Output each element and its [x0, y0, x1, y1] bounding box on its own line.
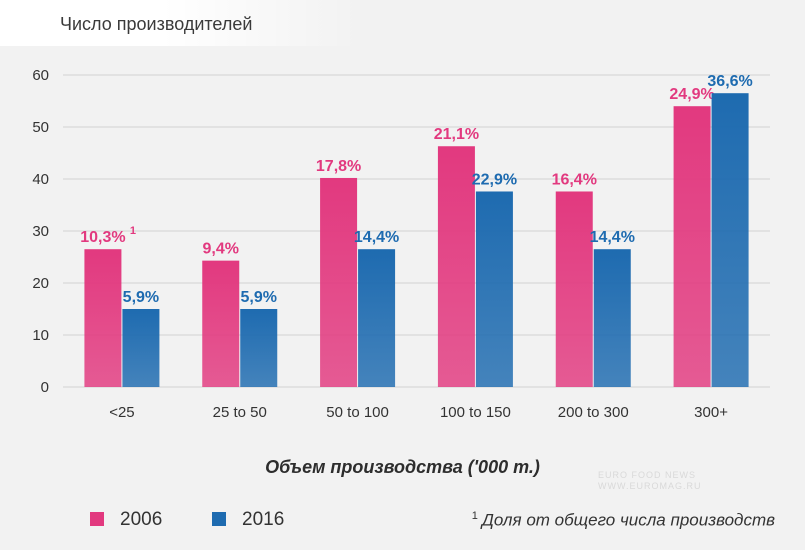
legend-swatch-2016 [212, 512, 226, 526]
footnote-text: Доля от общего числа производств [481, 510, 775, 530]
title-band [0, 0, 360, 46]
data-label-2006: 9,4% [203, 241, 239, 258]
y-tick-label: 60 [32, 67, 49, 84]
data-label-2006: 21,1% [434, 126, 479, 143]
x-tick-label: 100 to 150 [440, 404, 511, 421]
y-tick-label: 20 [32, 275, 49, 292]
bar-2006 [320, 177, 358, 387]
legend-item-2016: 2016 [212, 509, 284, 531]
data-label-2016: 5,9% [241, 289, 277, 306]
data-label-2016: 14,4% [354, 229, 399, 246]
x-tick-label: 300+ [694, 404, 728, 421]
data-label-2006: 17,8% [316, 158, 361, 175]
bar-2016 [240, 309, 278, 387]
bar-2006 [673, 106, 711, 387]
chart-title: Число производителей [60, 14, 253, 34]
y-tick-label: 0 [41, 379, 49, 396]
legend-item-2006: 2006 [90, 509, 162, 531]
data-label-2006: 24,9% [669, 86, 714, 103]
legend-label-2016: 2016 [242, 509, 285, 530]
x-tick-label: 200 to 300 [558, 404, 629, 421]
watermark-line-1: EURO FOOD NEWS [598, 470, 697, 480]
watermark-line-2: WWW.EUROMAG.RU [598, 481, 702, 491]
x-axis-title: Объем производства ('000 т.) [265, 457, 540, 477]
y-tick-label: 50 [32, 119, 49, 136]
x-tick-label: <25 [109, 404, 134, 421]
footnote: 1 Доля от общего числа производств [472, 510, 775, 531]
bar-2016 [122, 309, 160, 387]
x-tick-label: 25 to 50 [213, 404, 267, 421]
y-tick-label: 30 [32, 223, 49, 240]
data-label-superscript: 1 [130, 225, 136, 237]
data-label-2016: 22,9% [472, 171, 517, 188]
legend-label-2006: 2006 [120, 509, 163, 530]
y-tick-label: 10 [32, 327, 49, 344]
legend-swatch-2006 [90, 512, 104, 526]
data-label-2016: 14,4% [590, 229, 635, 246]
bar-2016 [711, 93, 749, 387]
footnote-marker: 1 [471, 510, 478, 522]
data-label-2016: 5,9% [123, 289, 159, 306]
data-label-2016: 36,6% [707, 73, 752, 90]
data-label-2006: 10,3% [80, 229, 125, 246]
x-tick-label: 50 to 100 [326, 404, 389, 421]
bar-2006 [555, 191, 593, 387]
bar-2006 [202, 260, 240, 387]
watermark: EURO FOOD NEWS WWW.EUROMAG.RU [598, 470, 758, 492]
bar-2016 [593, 249, 631, 387]
bar-2016 [358, 249, 396, 387]
y-tick-label: 40 [32, 171, 49, 188]
data-label-2006: 16,4% [552, 171, 597, 188]
bar-2016 [475, 191, 513, 387]
bar-2006 [437, 146, 475, 387]
bar-2006 [84, 249, 122, 387]
